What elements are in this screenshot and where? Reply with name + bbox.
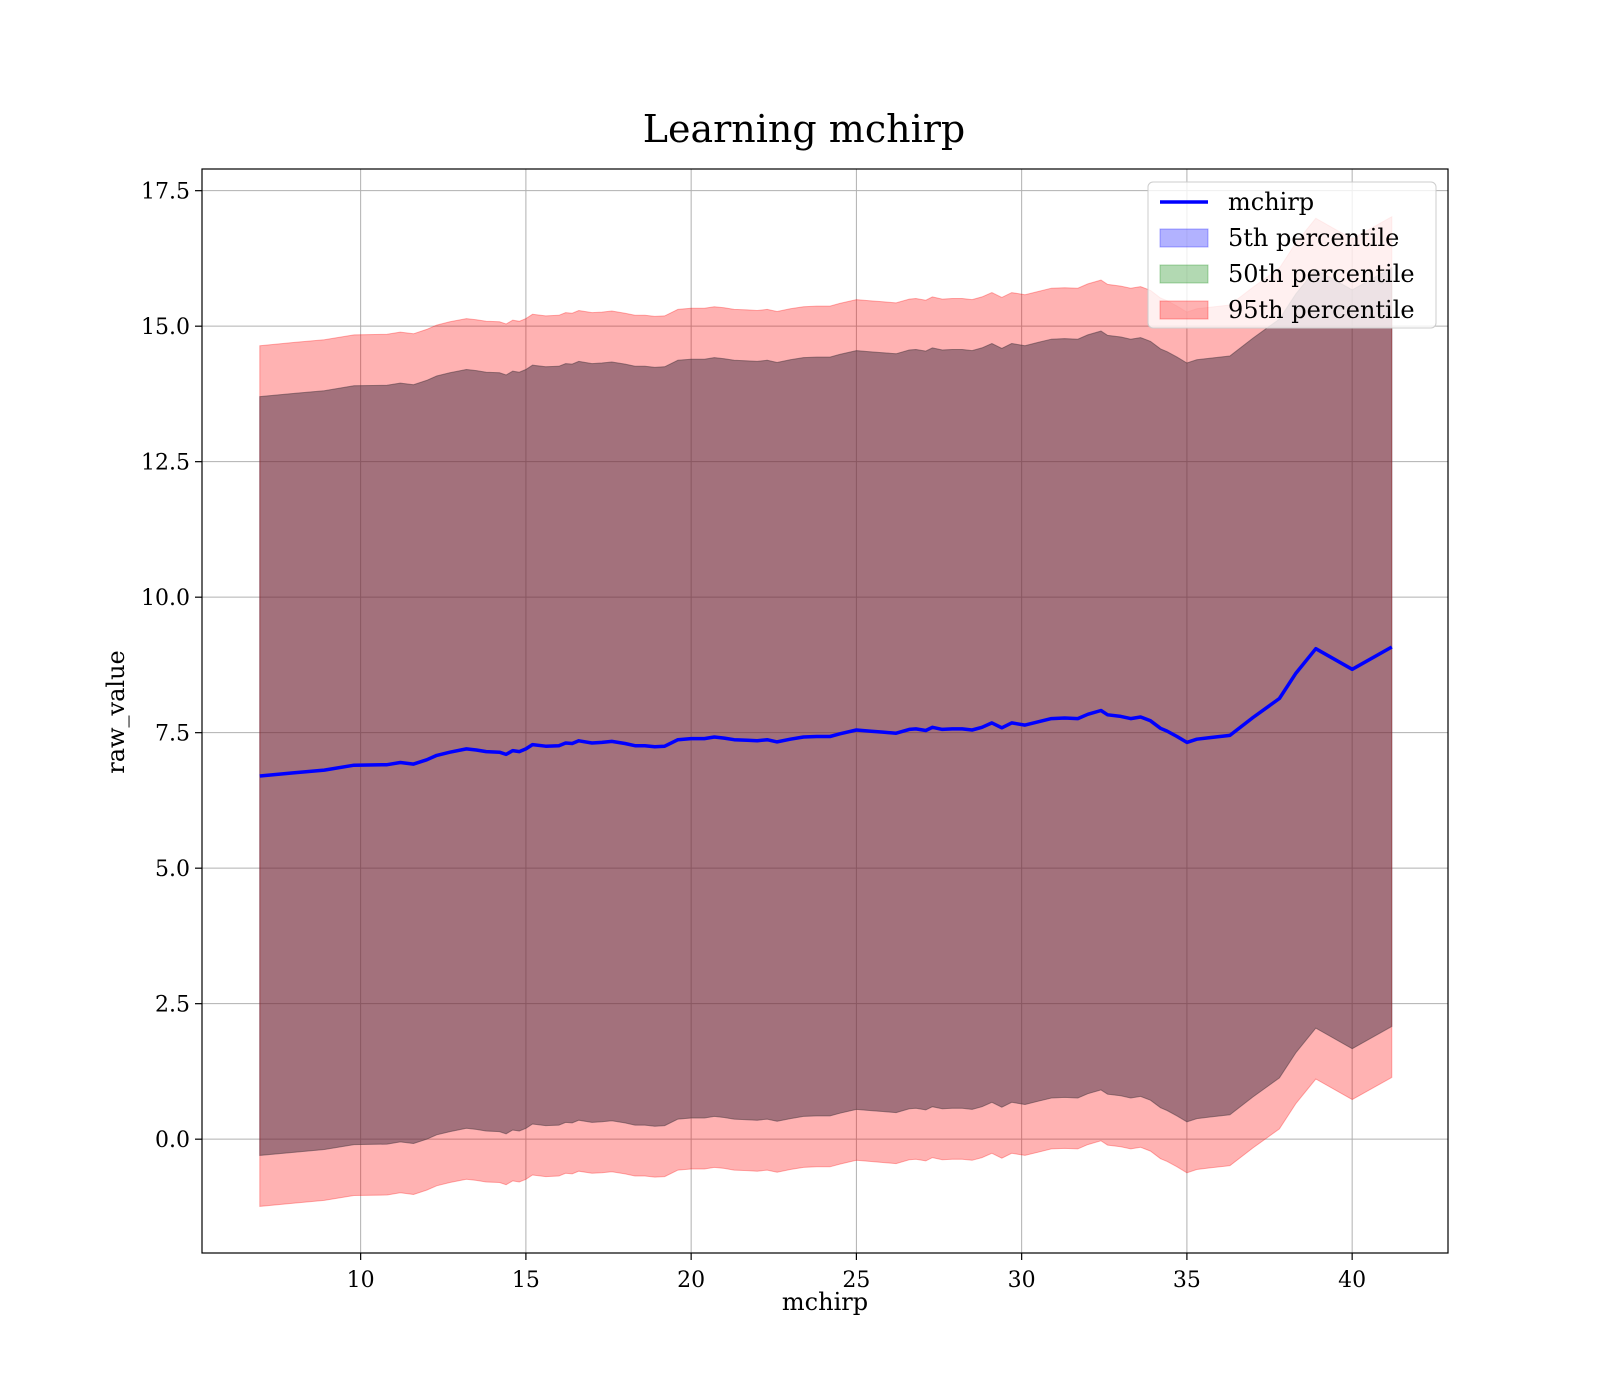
- x-tick-label: 35: [1173, 1268, 1201, 1293]
- line-layer: [259, 645, 1393, 778]
- legend: mchirp 5th percentile 50th percentile 95th …: [1147, 181, 1437, 329]
- y-tick-label: 7.5: [155, 722, 190, 747]
- chart-title: Learning mchirp: [643, 107, 965, 151]
- band-50th-percentile: [259, 266, 1393, 1156]
- band-95th-percentile: [259, 215, 1393, 1207]
- legend-swatch-band: [1159, 264, 1209, 284]
- x-tick-label: 40: [1338, 1268, 1366, 1293]
- legend-box: [1147, 181, 1437, 329]
- y-tick-label: 2.5: [155, 993, 190, 1018]
- legend-label: mchirp: [1228, 188, 1314, 216]
- x-tick-label: 15: [512, 1268, 540, 1293]
- y-tick-label: 12.5: [141, 451, 190, 476]
- legend-label: 50th percentile: [1228, 260, 1415, 288]
- legend-label: 95th percentile: [1228, 296, 1415, 324]
- series-line-mchirp: [259, 645, 1393, 778]
- x-tick-label: 30: [1008, 1268, 1036, 1293]
- band-layer: [259, 215, 1393, 1207]
- x-axis-label: mchirp: [782, 1288, 868, 1316]
- band-5th-percentile: [259, 266, 1393, 1156]
- y-tick-label: 10.0: [141, 586, 190, 611]
- plot-frame: [201, 168, 1449, 1254]
- x-tick-label: 20: [677, 1268, 705, 1293]
- y-tick-label: 17.5: [141, 180, 190, 205]
- tick-layer: 10 15 20 25 30 35 40 0.0 2.5 5.0 7.5 10.0 12.5 15.0 17…: [141, 180, 1366, 1293]
- y-axis-label: raw_value: [102, 650, 130, 774]
- legend-swatch-band: [1159, 300, 1209, 320]
- y-tick-label: 0.0: [155, 1128, 190, 1153]
- legend-label: 5th percentile: [1228, 224, 1399, 252]
- x-tick-label: 25: [842, 1268, 870, 1293]
- legend-swatch-band: [1159, 228, 1209, 248]
- y-tick-label: 5.0: [155, 857, 190, 882]
- x-tick-label: 10: [347, 1268, 375, 1293]
- y-tick-label: 15.0: [141, 315, 190, 340]
